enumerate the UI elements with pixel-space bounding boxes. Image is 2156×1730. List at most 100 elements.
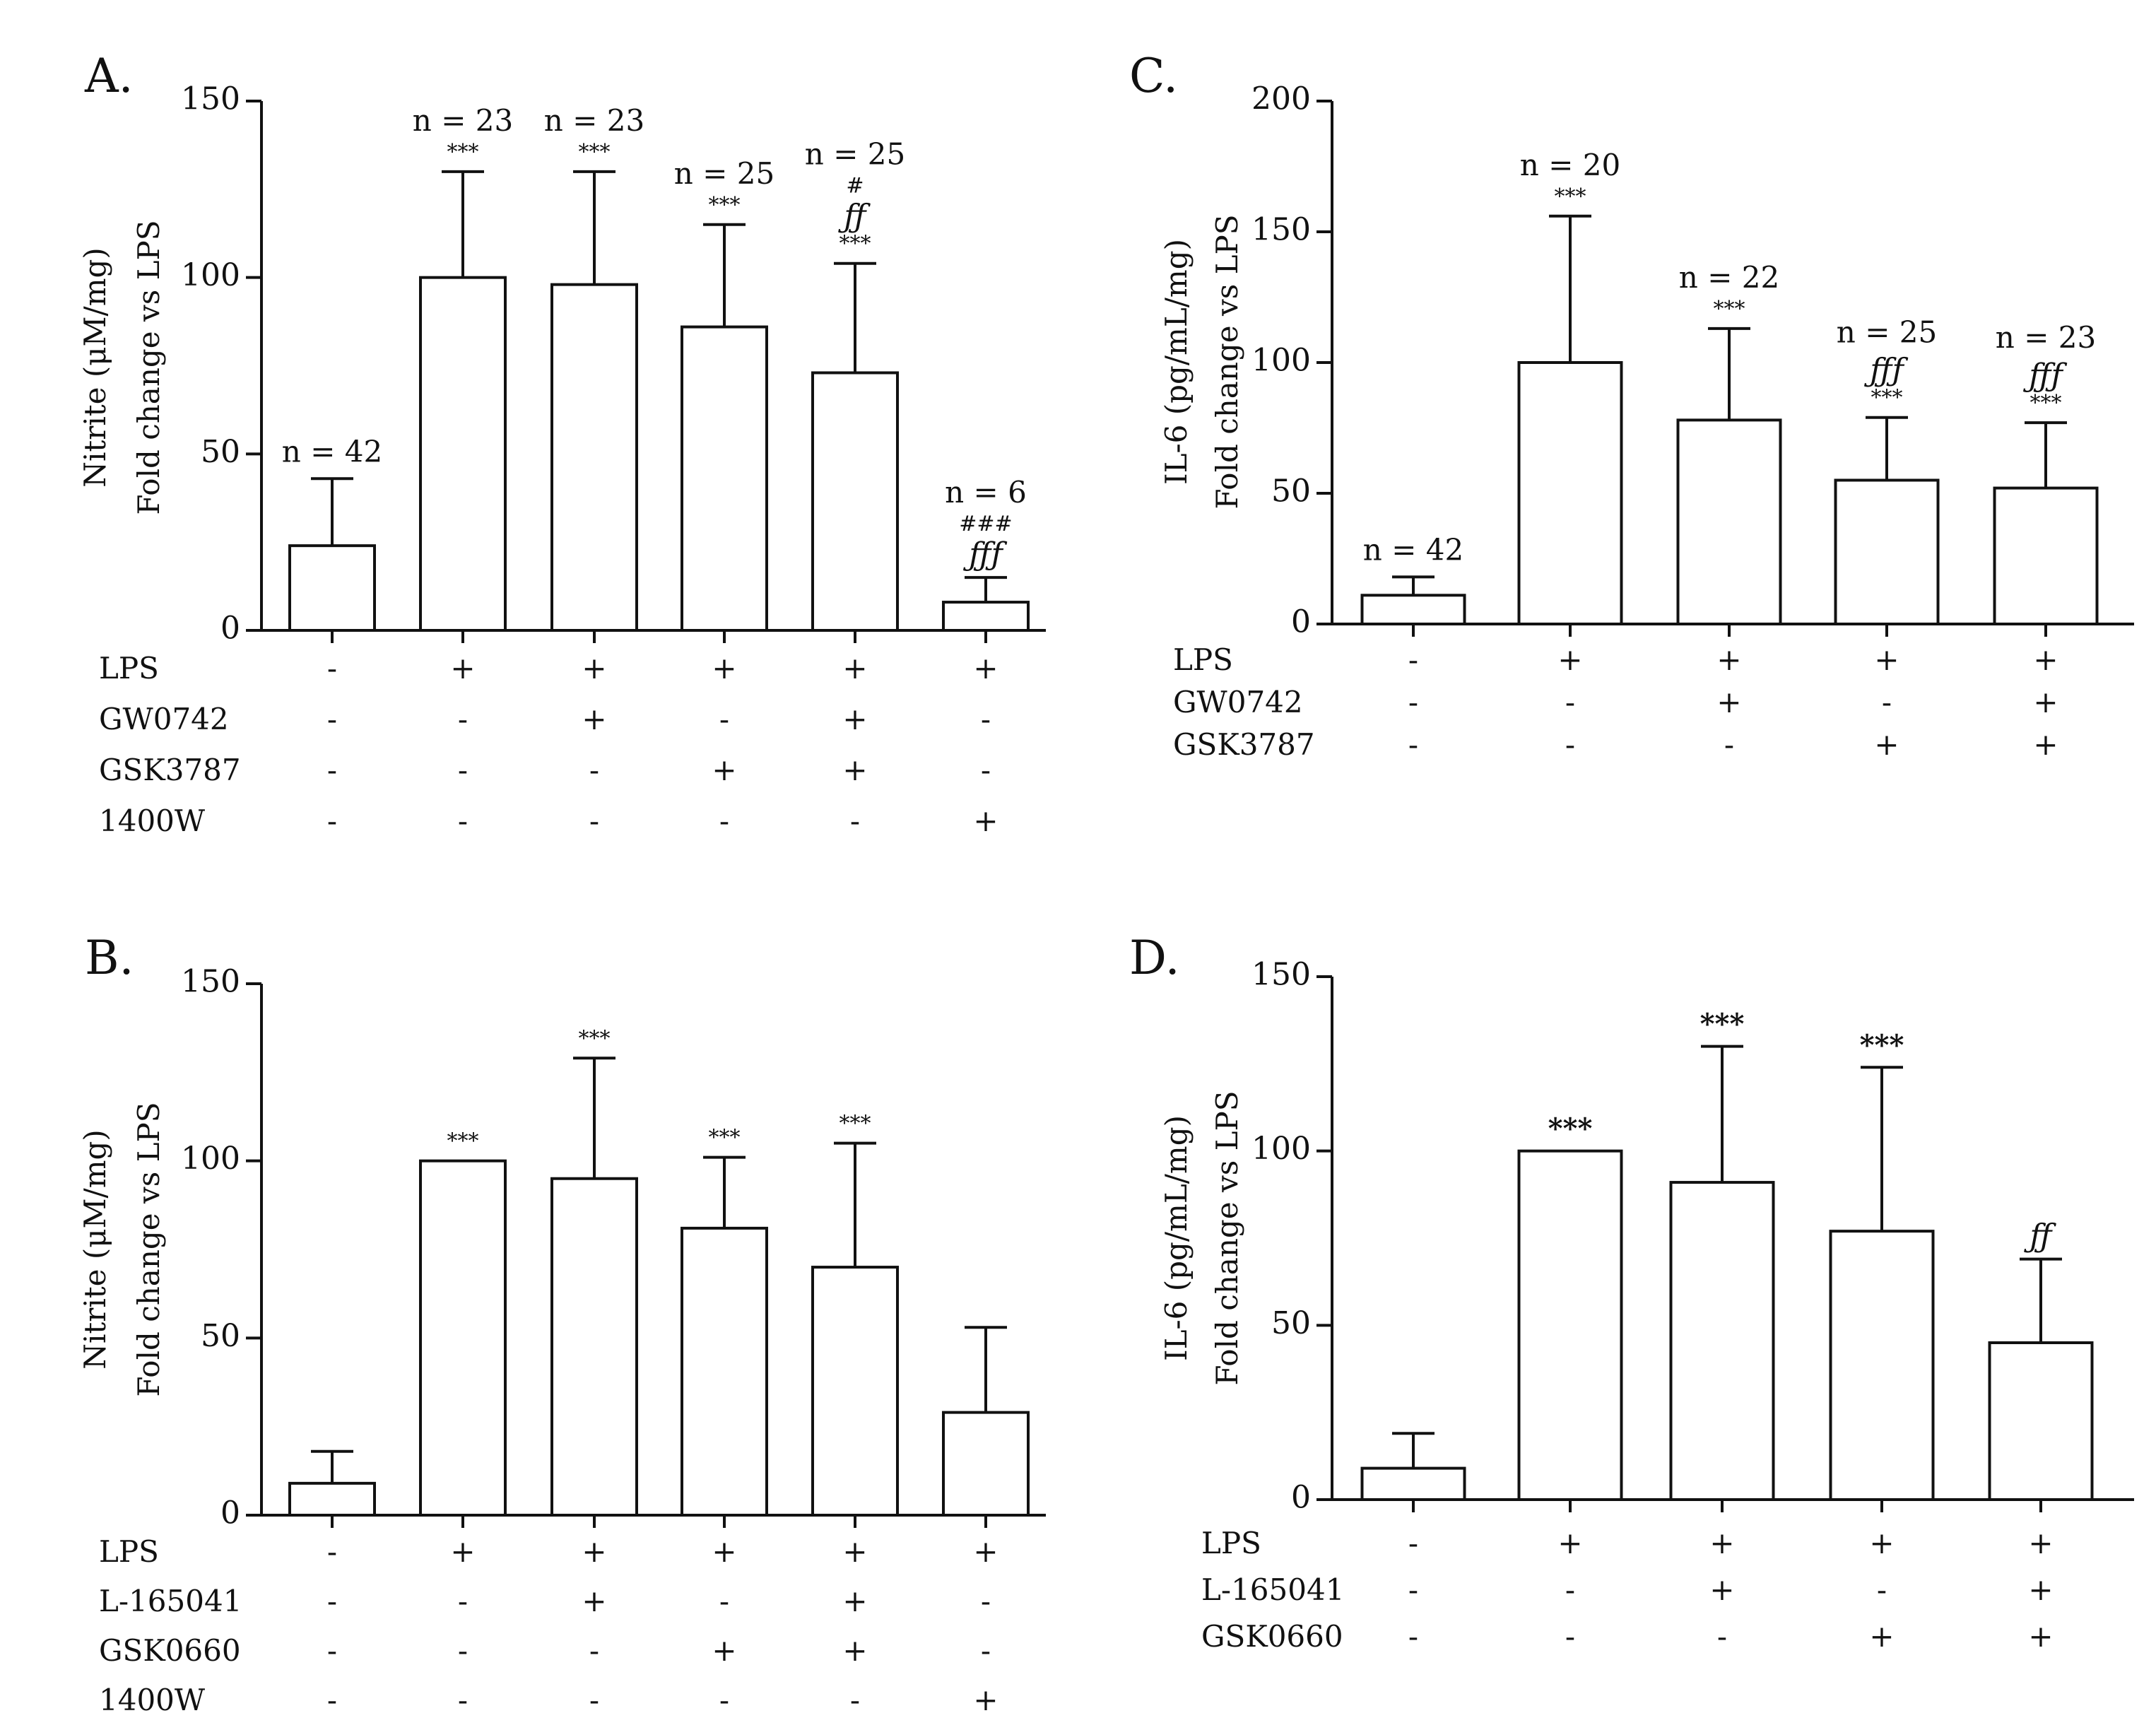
treatment-sign: + (842, 1633, 867, 1668)
treatment-name: LPS (1173, 642, 1233, 677)
significance-label: *** (1548, 1112, 1593, 1146)
treatment-sign: + (1709, 1572, 1734, 1607)
treatment-sign: - (850, 1683, 860, 1717)
treatment-sign: + (2033, 642, 2058, 677)
treatment-name: GSK3787 (99, 753, 241, 787)
treatment-sign: + (582, 1584, 606, 1618)
treatment-sign: - (458, 1633, 468, 1668)
treatment-sign: - (458, 1683, 468, 1717)
y-axis-title-line: Fold change vs LPS (1210, 214, 1244, 509)
y-tick-label: 0 (1291, 1480, 1311, 1516)
y-tick-label: 200 (1251, 81, 1311, 117)
bar (1834, 478, 1940, 625)
n-label: n = 23 (1996, 320, 2096, 355)
bar (419, 276, 507, 632)
treatment-sign: - (327, 1633, 337, 1668)
treatment-sign: - (1408, 685, 1418, 719)
significance-label: ƒƒƒ (1863, 353, 1908, 389)
bar (811, 1266, 899, 1517)
treatment-sign: - (458, 804, 468, 838)
n-label: n = 42 (282, 434, 382, 469)
significance-label: *** (579, 140, 611, 165)
significance-label: *** (840, 1112, 871, 1136)
bar (681, 325, 768, 632)
bar (1517, 1149, 1623, 1501)
treatment-sign: + (973, 1534, 998, 1569)
treatment-sign: + (1557, 642, 1582, 677)
y-tick-label: 100 (1251, 1131, 1311, 1167)
panel-label: D. (1129, 931, 1180, 985)
y-tick-label: 0 (220, 1495, 240, 1531)
treatment-sign: - (981, 753, 991, 787)
y-tick-label: 50 (201, 434, 240, 470)
treatment-sign: - (1565, 685, 1575, 719)
bar (1993, 486, 2099, 625)
treatment-sign: + (1869, 1526, 1894, 1560)
treatment-sign: + (1874, 642, 1899, 677)
treatment-sign: + (2033, 685, 2058, 719)
treatment-sign: - (1408, 1572, 1418, 1607)
treatment-sign: + (842, 753, 867, 787)
n-label: n = 25 (1837, 315, 1937, 350)
treatment-sign: - (1408, 1526, 1418, 1560)
significance-label: ƒƒƒ (962, 536, 1007, 572)
bar (1360, 1466, 1466, 1502)
treatment-sign: - (719, 804, 729, 838)
bar (419, 1159, 507, 1517)
y-tick-label: 150 (1251, 212, 1311, 248)
treatment-name: GSK0660 (1201, 1619, 1343, 1654)
y-axis-title-line: IL-6 (pg/mL/mg) (1159, 1115, 1194, 1361)
significance-label: *** (709, 1126, 741, 1151)
treatment-sign: + (1557, 1526, 1582, 1560)
treatment-sign: - (981, 1633, 991, 1668)
treatment-sign: + (1716, 685, 1741, 719)
treatment-name: LPS (1201, 1526, 1261, 1560)
y-tick-label: 150 (181, 964, 240, 1000)
treatment-sign: + (712, 1534, 736, 1569)
y-tick-label: 150 (1251, 957, 1311, 993)
treatment-sign: + (1874, 727, 1899, 762)
treatment-name: LPS (99, 1534, 159, 1569)
treatment-sign: - (1717, 1619, 1727, 1654)
n-label: n = 20 (1520, 148, 1620, 182)
treatment-sign: - (850, 804, 860, 838)
y-tick-label: 100 (1251, 343, 1311, 379)
treatment-sign: - (1408, 642, 1418, 677)
treatment-sign: - (981, 702, 991, 736)
panel-4: D. IL-6 (pg/mL/mg) Fold change vs LPS 0 50 10… (1129, 931, 2134, 1654)
treatment-sign: + (973, 1683, 998, 1717)
y-axis-title-line: Fold change vs LPS (131, 220, 166, 514)
treatment-sign: - (589, 753, 599, 787)
panel-1: A. Nitrite (μM/mg) Fold change vs LPS 0 50 10… (78, 49, 1046, 838)
bar (1360, 594, 1466, 625)
bar (1988, 1341, 2094, 1501)
treatment-sign: - (1408, 1619, 1418, 1654)
treatment-sign: - (719, 702, 729, 736)
treatment-sign: - (1565, 1572, 1575, 1607)
panel-label: C. (1129, 49, 1178, 103)
n-label: n = 42 (1363, 532, 1463, 567)
bar (288, 1481, 376, 1517)
significance-label: *** (2030, 391, 2062, 416)
treatment-sign: + (712, 753, 736, 787)
treatment-sign: + (2028, 1572, 2053, 1607)
n-label: n = 6 (945, 475, 1027, 510)
treatment-sign: - (458, 702, 468, 736)
y-tick-label: 0 (1291, 604, 1311, 640)
treatment-name: GSK3787 (1173, 727, 1315, 762)
n-label: n = 25 (805, 137, 905, 172)
treatment-sign: + (1716, 642, 1741, 677)
panel-3: C. IL-6 (pg/mL/mg) Fold change vs LPS 0 50 10… (1129, 49, 2134, 762)
treatment-sign: + (842, 702, 867, 736)
bar (1669, 1181, 1775, 1501)
bar (288, 544, 376, 632)
treatment-name: L-165041 (1201, 1572, 1344, 1607)
treatment-sign: - (327, 1584, 337, 1618)
treatment-name: GW0742 (99, 702, 229, 736)
significance-label: ƒƒ (2023, 1218, 2056, 1254)
y-tick-label: 100 (181, 1141, 240, 1177)
significance-label: ### (959, 512, 1012, 536)
significance-label: # (846, 174, 864, 199)
treatment-sign: + (842, 1534, 867, 1569)
